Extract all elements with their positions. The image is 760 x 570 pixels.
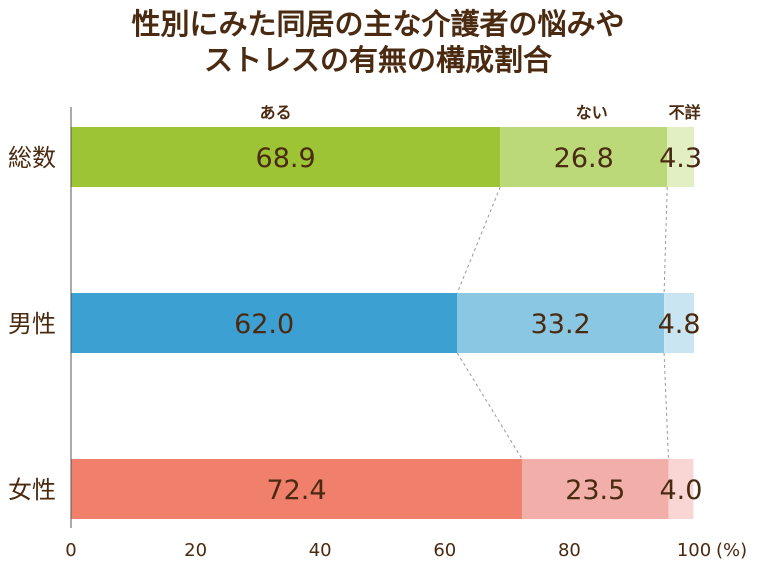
x-unit-label: (%)	[716, 540, 747, 561]
bar-segment-1-1	[71, 127, 501, 187]
connector-line-1-2	[663, 186, 668, 294]
x-tick-label-2: 20	[184, 540, 207, 561]
bar-segment-1-3	[667, 127, 694, 187]
category-label-3: 女性	[8, 476, 56, 504]
x-tick-label-3: 40	[309, 540, 332, 561]
value-label-1-1: 68.9	[256, 143, 316, 174]
series-labels: ある ない 不詳	[260, 103, 701, 122]
series-label-3: 不詳	[669, 103, 701, 122]
x-tick-label-6: 100	[677, 540, 711, 561]
x-axis: 0 20 40 60 80 100 (%)	[65, 107, 747, 561]
x-tick-label-4: 60	[433, 540, 456, 561]
value-label-2-2: 33.2	[531, 309, 591, 340]
bar-segment-3-3	[668, 459, 694, 519]
connector-line-1-1	[456, 186, 501, 294]
connector-line-2-1	[456, 352, 523, 460]
category-label-2: 男性	[8, 310, 56, 338]
title-line-2: ストレスの有無の構成割合	[204, 43, 552, 77]
value-label-2-1: 62.0	[234, 309, 294, 340]
bar-segment-1-2	[500, 127, 668, 187]
bar-group: 68.9 26.8 4.3 62.0 33.2 4.8 72.4 23.5 4.0	[71, 127, 702, 519]
value-label-3-1: 72.4	[266, 475, 326, 506]
chart-title: 性別にみた同居の主な介護者の悩みや ストレスの有無の構成割合	[131, 7, 624, 77]
x-tick-label-5: 80	[558, 540, 581, 561]
bar-segment-3-1	[71, 459, 523, 519]
bar-segment-2-3	[664, 293, 694, 353]
connector-line-2-2	[663, 352, 669, 460]
bar-segment-2-2	[457, 293, 665, 353]
series-label-2: ない	[576, 103, 608, 122]
series-label-1: ある	[260, 103, 292, 122]
x-tick-label-1: 0	[65, 540, 76, 561]
value-label-1-2: 26.8	[554, 143, 614, 174]
value-label-1-3: 4.3	[659, 143, 702, 174]
value-label-3-2: 23.5	[565, 475, 625, 506]
value-label-3-3: 4.0	[659, 475, 702, 506]
connector-lines	[456, 186, 669, 460]
bar-segment-3-2	[522, 459, 669, 519]
value-label-2-3: 4.8	[658, 309, 701, 340]
title-line-1: 性別にみた同居の主な介護者の悩みや	[131, 7, 624, 41]
bar-segment-2-1	[71, 293, 458, 353]
category-label-1: 総数	[8, 144, 56, 172]
